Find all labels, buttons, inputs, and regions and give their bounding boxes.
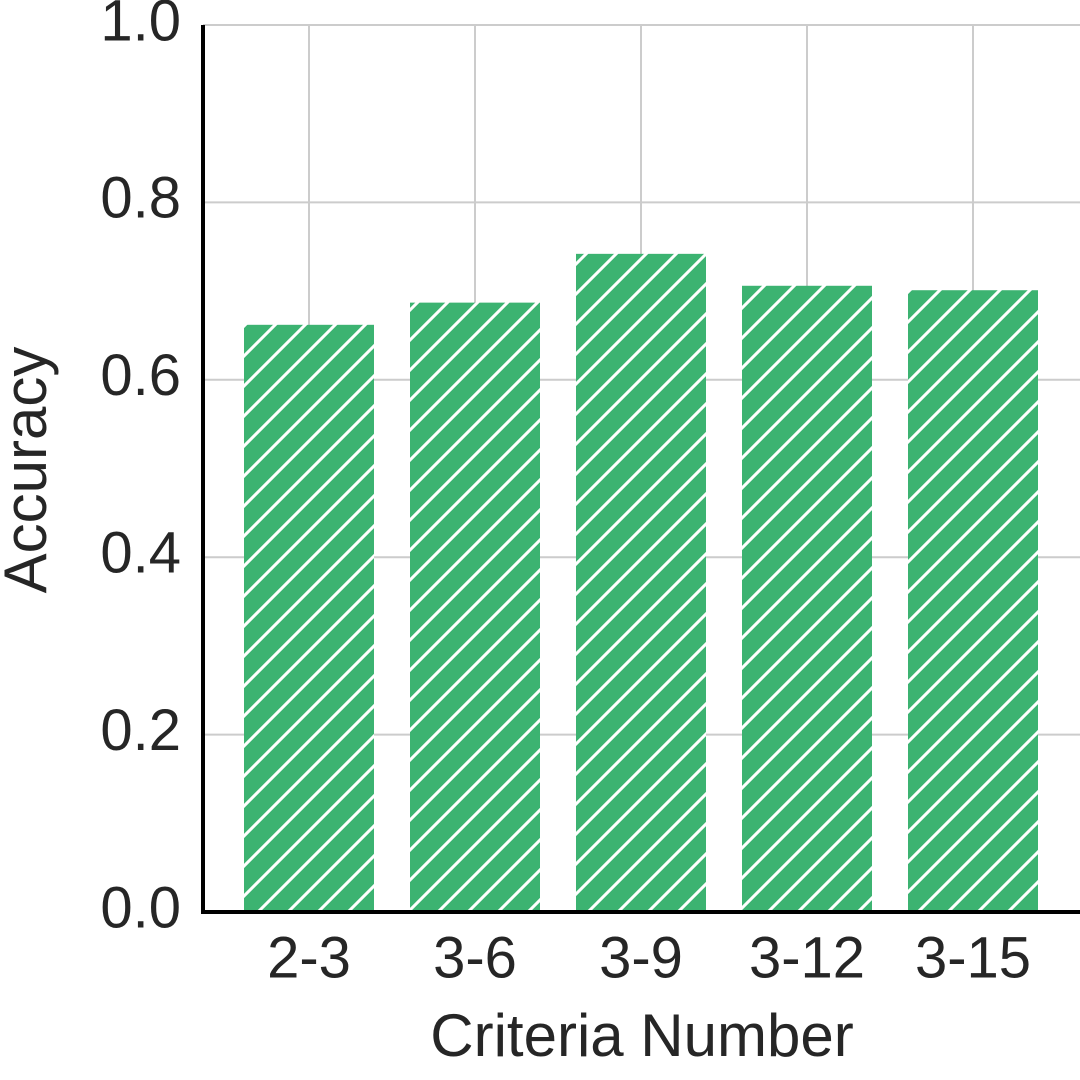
bar	[410, 302, 540, 913]
y-axis-label: Accuracy	[0, 347, 59, 594]
bar	[742, 285, 872, 912]
bar	[576, 253, 706, 912]
x-axis-label: Criteria Number	[430, 1002, 853, 1069]
y-tick-label: 0.8	[100, 166, 181, 231]
y-tick-label: 0.0	[100, 875, 181, 940]
y-tick-label: 0.2	[100, 698, 181, 763]
y-tick-label: 0.4	[100, 521, 181, 586]
x-tick-label: 3-12	[749, 925, 865, 990]
axes: 0.0 0.2 0.4 0.6 0.8 1.0 2-3 3-6 3-9 3-12 3-15	[100, 0, 1080, 990]
x-tick-label: 3-9	[599, 925, 683, 990]
y-tick-label: 0.6	[100, 343, 181, 408]
x-tick-label: 2-3	[267, 925, 351, 990]
bars	[244, 253, 1038, 913]
bar	[908, 290, 1038, 912]
bar	[244, 324, 374, 912]
y-tick-label: 1.0	[100, 0, 181, 53]
x-tick-label: 3-15	[915, 925, 1031, 990]
x-tick-label: 3-6	[433, 925, 517, 990]
